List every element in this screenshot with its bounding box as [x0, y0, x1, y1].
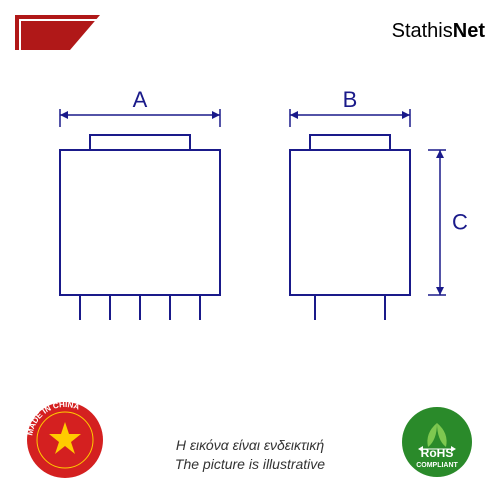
svg-text:C: C	[452, 210, 468, 235]
svg-text:A: A	[133, 90, 148, 112]
brand-name-bold: Net	[453, 20, 485, 42]
brand-name: StathisNet	[392, 20, 485, 43]
caption-english: The picture is illustrative	[175, 455, 325, 475]
rohs-badge: RoHS COMPLIANT	[400, 405, 475, 485]
brand-logo-shape	[15, 15, 115, 75]
rohs-text-bottom: COMPLIANT	[416, 462, 458, 469]
made-in-china-badge: MADE IN CHINA	[25, 400, 105, 485]
svg-text:B: B	[343, 90, 358, 112]
technical-diagram: A B C	[0, 90, 500, 390]
caption-greek: Η εικόνα είναι ενδεικτική	[175, 436, 325, 456]
caption: Η εικόνα είναι ενδεικτική The picture is…	[175, 436, 325, 475]
rohs-text-top: RoHS	[421, 446, 454, 460]
brand-name-light: Stathis	[392, 20, 453, 42]
